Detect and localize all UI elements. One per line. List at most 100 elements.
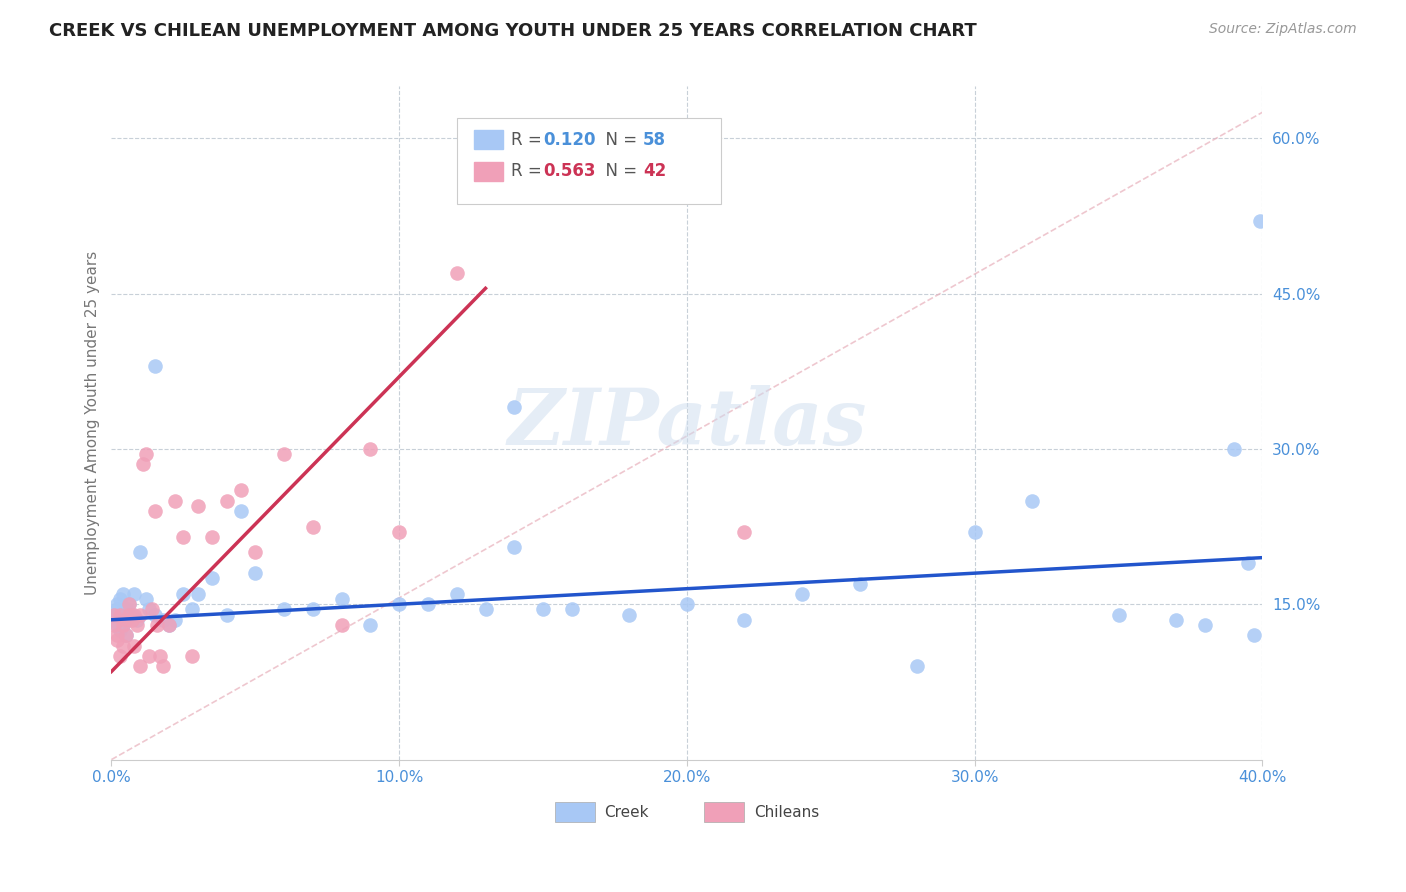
Point <box>129 607 152 622</box>
Point <box>118 597 141 611</box>
Text: R =: R = <box>510 162 547 180</box>
FancyBboxPatch shape <box>474 130 503 149</box>
Point <box>163 613 186 627</box>
Point <box>172 587 194 601</box>
Point <box>105 602 128 616</box>
Point <box>1108 607 1130 622</box>
Text: N =: N = <box>595 162 643 180</box>
Point <box>359 618 381 632</box>
Point <box>105 618 128 632</box>
Point <box>103 607 125 622</box>
Point <box>129 545 152 559</box>
Point <box>1249 214 1271 228</box>
Point <box>152 613 174 627</box>
Point <box>201 571 224 585</box>
Point <box>105 633 128 648</box>
Point <box>302 519 325 533</box>
Point <box>446 587 468 601</box>
Point <box>108 623 131 637</box>
Point <box>114 613 136 627</box>
Y-axis label: Unemployment Among Youth under 25 years: Unemployment Among Youth under 25 years <box>86 251 100 595</box>
Point <box>111 618 134 632</box>
Text: CREEK VS CHILEAN UNEMPLOYMENT AMONG YOUTH UNDER 25 YEARS CORRELATION CHART: CREEK VS CHILEAN UNEMPLOYMENT AMONG YOUT… <box>49 22 977 40</box>
Point <box>1194 618 1216 632</box>
Point <box>121 613 143 627</box>
Point <box>848 576 870 591</box>
Point <box>229 504 252 518</box>
Point <box>474 602 496 616</box>
Point <box>114 628 136 642</box>
Point <box>138 648 160 663</box>
FancyBboxPatch shape <box>474 161 503 180</box>
Point <box>132 458 155 472</box>
Point <box>103 607 125 622</box>
Point <box>103 613 125 627</box>
Point <box>245 566 267 581</box>
Point <box>105 628 128 642</box>
Point <box>105 597 128 611</box>
Point <box>111 618 134 632</box>
Point <box>1243 628 1265 642</box>
Point <box>157 618 180 632</box>
Text: Chileans: Chileans <box>754 805 818 820</box>
Point <box>146 618 169 632</box>
Point <box>129 659 152 673</box>
Point <box>1222 442 1244 456</box>
Point <box>163 493 186 508</box>
Point <box>114 602 136 616</box>
Point <box>138 602 160 616</box>
Point <box>143 504 166 518</box>
Point <box>905 659 928 673</box>
Point <box>143 607 166 622</box>
Text: Source: ZipAtlas.com: Source: ZipAtlas.com <box>1209 22 1357 37</box>
Point <box>124 587 146 601</box>
Point <box>676 597 699 611</box>
FancyBboxPatch shape <box>554 802 595 822</box>
Point <box>187 587 209 601</box>
Point <box>359 442 381 456</box>
Point <box>215 493 238 508</box>
Point <box>124 639 146 653</box>
Point <box>963 524 986 539</box>
Point <box>103 618 125 632</box>
Text: 0.120: 0.120 <box>543 130 596 149</box>
Point <box>127 613 149 627</box>
Text: 0.563: 0.563 <box>543 162 596 180</box>
Point <box>111 587 134 601</box>
FancyBboxPatch shape <box>704 802 745 822</box>
Point <box>127 618 149 632</box>
Point <box>388 597 411 611</box>
Point <box>215 607 238 622</box>
Point <box>1166 613 1188 627</box>
Point <box>734 524 756 539</box>
Point <box>118 607 141 622</box>
Text: ZIPatlas: ZIPatlas <box>508 384 866 461</box>
Text: N =: N = <box>595 130 643 149</box>
Point <box>561 602 583 616</box>
Point <box>273 602 295 616</box>
Point <box>157 618 180 632</box>
Point <box>118 597 141 611</box>
Text: R =: R = <box>510 130 547 149</box>
Point <box>181 648 204 663</box>
Point <box>302 602 325 616</box>
Point <box>152 659 174 673</box>
Point <box>416 597 439 611</box>
Point <box>790 587 813 601</box>
Point <box>111 639 134 653</box>
Point <box>229 483 252 498</box>
Point <box>108 592 131 607</box>
Point <box>187 499 209 513</box>
Point <box>273 447 295 461</box>
Point <box>388 524 411 539</box>
Point <box>121 607 143 622</box>
Point <box>446 266 468 280</box>
Point <box>531 602 554 616</box>
Point <box>135 592 157 607</box>
Point <box>114 628 136 642</box>
Point <box>1021 493 1043 508</box>
Point <box>149 648 172 663</box>
Point <box>135 447 157 461</box>
Point <box>181 602 204 616</box>
Point <box>1237 556 1260 570</box>
